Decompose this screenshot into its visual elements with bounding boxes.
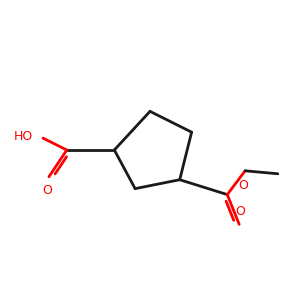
Text: HO: HO — [13, 130, 33, 143]
Text: O: O — [43, 184, 52, 197]
Text: O: O — [239, 179, 249, 192]
Text: O: O — [236, 205, 246, 218]
